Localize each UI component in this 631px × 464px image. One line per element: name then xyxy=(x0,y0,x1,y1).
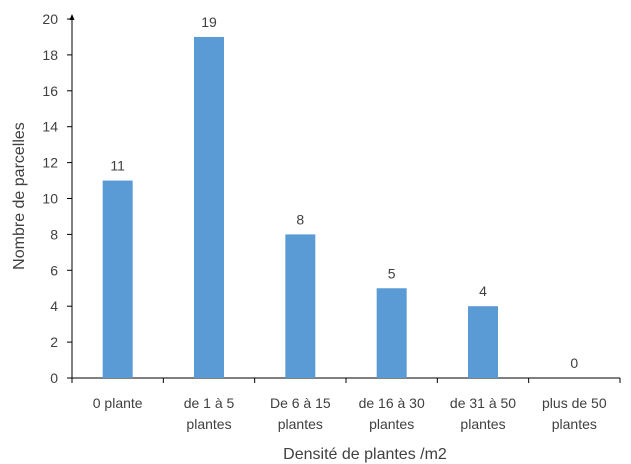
x-tick-label: de 16 à 30 plantes xyxy=(359,395,425,432)
x-axis-title: Densité de plantes /m2 xyxy=(283,446,447,463)
bar xyxy=(194,36,224,378)
bar xyxy=(468,306,498,378)
y-tick-label: 6 xyxy=(50,262,58,278)
y-tick-label: 0 xyxy=(50,370,58,386)
x-tick-label: de 1 à 5 plantes xyxy=(184,395,235,432)
bar xyxy=(285,234,316,378)
x-tick-label: plus de 50 plantes xyxy=(542,395,607,432)
y-tick-label: 2 xyxy=(50,334,58,350)
y-tick-label: 8 xyxy=(50,226,58,242)
data-label: 5 xyxy=(388,265,396,281)
data-label: 19 xyxy=(201,14,217,30)
y-tick-label: 16 xyxy=(42,83,58,99)
bars xyxy=(102,36,498,378)
x-axis: 0 plante de 1 à 5 plantes De 6 à 15 plantes d… xyxy=(71,377,621,432)
y-axis: 0 2 4 6 8 10 12 14 16 18 20 xyxy=(42,11,75,386)
data-label: 0 xyxy=(570,355,578,371)
y-tick-label: 12 xyxy=(42,155,58,171)
y-tick-label: 4 xyxy=(50,298,58,314)
x-tick-label: de 31 à 50 plantes xyxy=(450,395,516,432)
data-label: 4 xyxy=(479,283,487,299)
bar xyxy=(376,288,407,378)
y-tick-label: 14 xyxy=(42,119,58,135)
y-tick-label: 18 xyxy=(42,47,58,63)
data-label: 8 xyxy=(296,211,304,227)
x-tick-label: De 6 à 15 plantes xyxy=(270,395,331,432)
x-tick-label: 0 plante xyxy=(93,395,143,411)
y-tick-label: 10 xyxy=(42,191,58,207)
bar xyxy=(102,180,133,378)
data-label: 11 xyxy=(110,158,125,174)
y-tick-label: 20 xyxy=(42,11,58,27)
data-labels: 11 19 8 5 4 0 xyxy=(110,14,578,371)
y-axis-title: Nombre de parcelles xyxy=(11,122,28,270)
